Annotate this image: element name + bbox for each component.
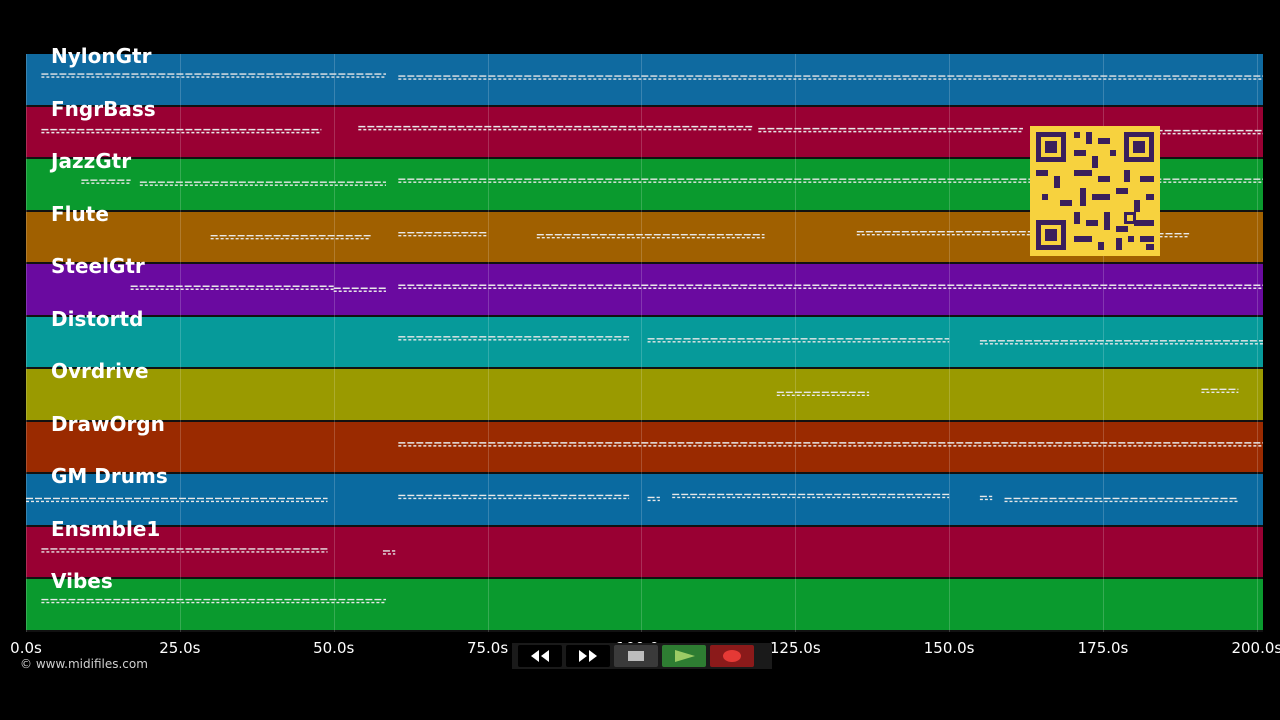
time-tick-label: 200.0s xyxy=(1231,639,1280,657)
track-label: FngrBass xyxy=(51,96,156,121)
time-tick-label: 175.0s xyxy=(1077,639,1129,657)
record-icon xyxy=(721,649,743,663)
track-label: Vibes xyxy=(51,569,113,594)
record-button[interactable] xyxy=(710,645,754,667)
track-label: Flute xyxy=(51,201,109,226)
grid-line xyxy=(641,54,643,632)
transport-controls xyxy=(512,643,772,669)
qr-code-image xyxy=(1036,132,1154,250)
grid-line xyxy=(1102,54,1104,632)
time-tick-label: 150.0s xyxy=(923,639,975,657)
note-layer xyxy=(26,73,1263,604)
track-lane: GM Drums xyxy=(26,464,1263,527)
grid-line xyxy=(333,54,335,632)
track-lane: Vibes xyxy=(26,569,1263,632)
grid-line xyxy=(487,54,489,632)
track-lane: Ensmble1 xyxy=(26,517,1263,580)
track-label: JazzGtr xyxy=(51,149,132,174)
track-lane: SteelGtr xyxy=(26,254,1263,317)
stop-button[interactable] xyxy=(614,645,658,667)
time-tick-label: 75.0s xyxy=(466,639,509,657)
stop-icon xyxy=(626,649,646,663)
track-label: NylonGtr xyxy=(51,44,152,68)
fast-forward-button[interactable] xyxy=(566,645,610,667)
track-lane: DrawOrgn xyxy=(26,412,1263,475)
track-label: Ensmble1 xyxy=(51,516,161,541)
grid-line xyxy=(1256,54,1258,632)
track-label: Distortd xyxy=(51,306,144,331)
time-tick-label: 0.0s xyxy=(10,639,42,657)
grid-line xyxy=(795,54,797,632)
track-lane: NylonGtr xyxy=(26,44,1263,107)
rewind-button[interactable] xyxy=(518,645,562,667)
track-lane: Distortd xyxy=(26,307,1263,370)
track-label: Ovrdrive xyxy=(51,359,149,384)
time-tick-label: 125.0s xyxy=(769,639,821,657)
rewind-icon xyxy=(527,649,553,663)
qr-code xyxy=(1030,126,1160,256)
time-tick-label: 25.0s xyxy=(159,639,201,657)
track-lane: Ovrdrive xyxy=(26,359,1263,422)
grid-line xyxy=(949,54,951,632)
play-icon xyxy=(671,649,697,663)
fast-forward-icon xyxy=(575,649,601,663)
track-label: GM Drums xyxy=(51,464,168,489)
track-label: DrawOrgn xyxy=(51,411,165,436)
grid-line xyxy=(26,54,27,632)
copyright-text: © www.midifiles.com xyxy=(20,657,148,671)
play-button[interactable] xyxy=(662,645,706,667)
time-tick-label: 50.0s xyxy=(313,639,355,657)
track-label: SteelGtr xyxy=(51,254,145,279)
grid-line xyxy=(179,54,181,632)
